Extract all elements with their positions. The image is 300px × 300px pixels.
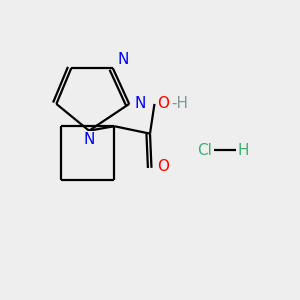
Text: Cl: Cl bbox=[197, 142, 212, 158]
Text: H: H bbox=[238, 142, 249, 158]
Text: N: N bbox=[134, 96, 146, 111]
Text: O: O bbox=[158, 96, 169, 111]
Text: O: O bbox=[158, 159, 169, 174]
Text: N: N bbox=[117, 52, 129, 67]
Text: N: N bbox=[83, 132, 95, 147]
Text: -H: -H bbox=[171, 96, 188, 111]
